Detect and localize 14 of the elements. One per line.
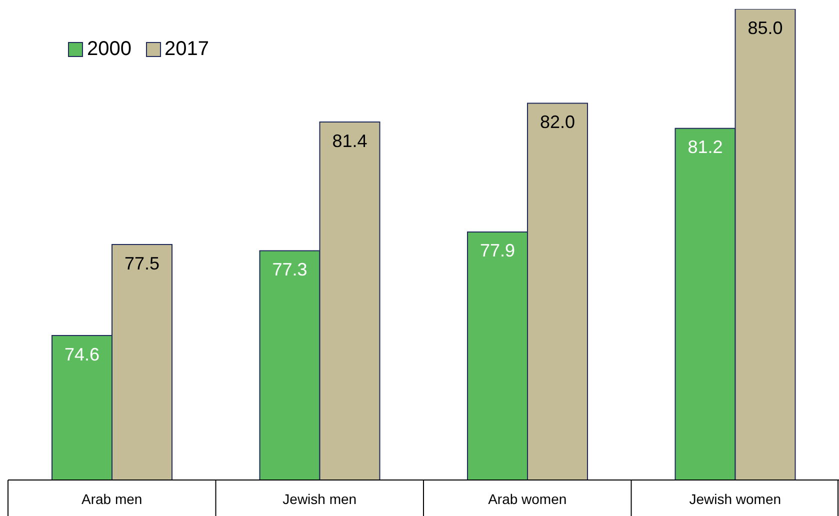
legend-label: 2000: [87, 38, 132, 61]
data-label: 81.2: [688, 137, 723, 158]
x-tick-label: Jewish men: [282, 491, 357, 507]
data-label: 74.6: [64, 344, 100, 364]
data-label: 77.9: [480, 240, 516, 261]
data-label: 85.0: [748, 18, 783, 38]
x-tick-label: Arab women: [488, 491, 567, 507]
data-label: 77.5: [124, 253, 160, 274]
data-label: 82.0: [540, 112, 576, 132]
x-tick-label: Arab men: [82, 491, 142, 507]
legend-label: 2017: [164, 38, 209, 61]
x-tick-label: Jewish women: [689, 491, 782, 507]
data-label: 81.4: [332, 130, 368, 151]
data-label: 77.3: [272, 260, 308, 280]
